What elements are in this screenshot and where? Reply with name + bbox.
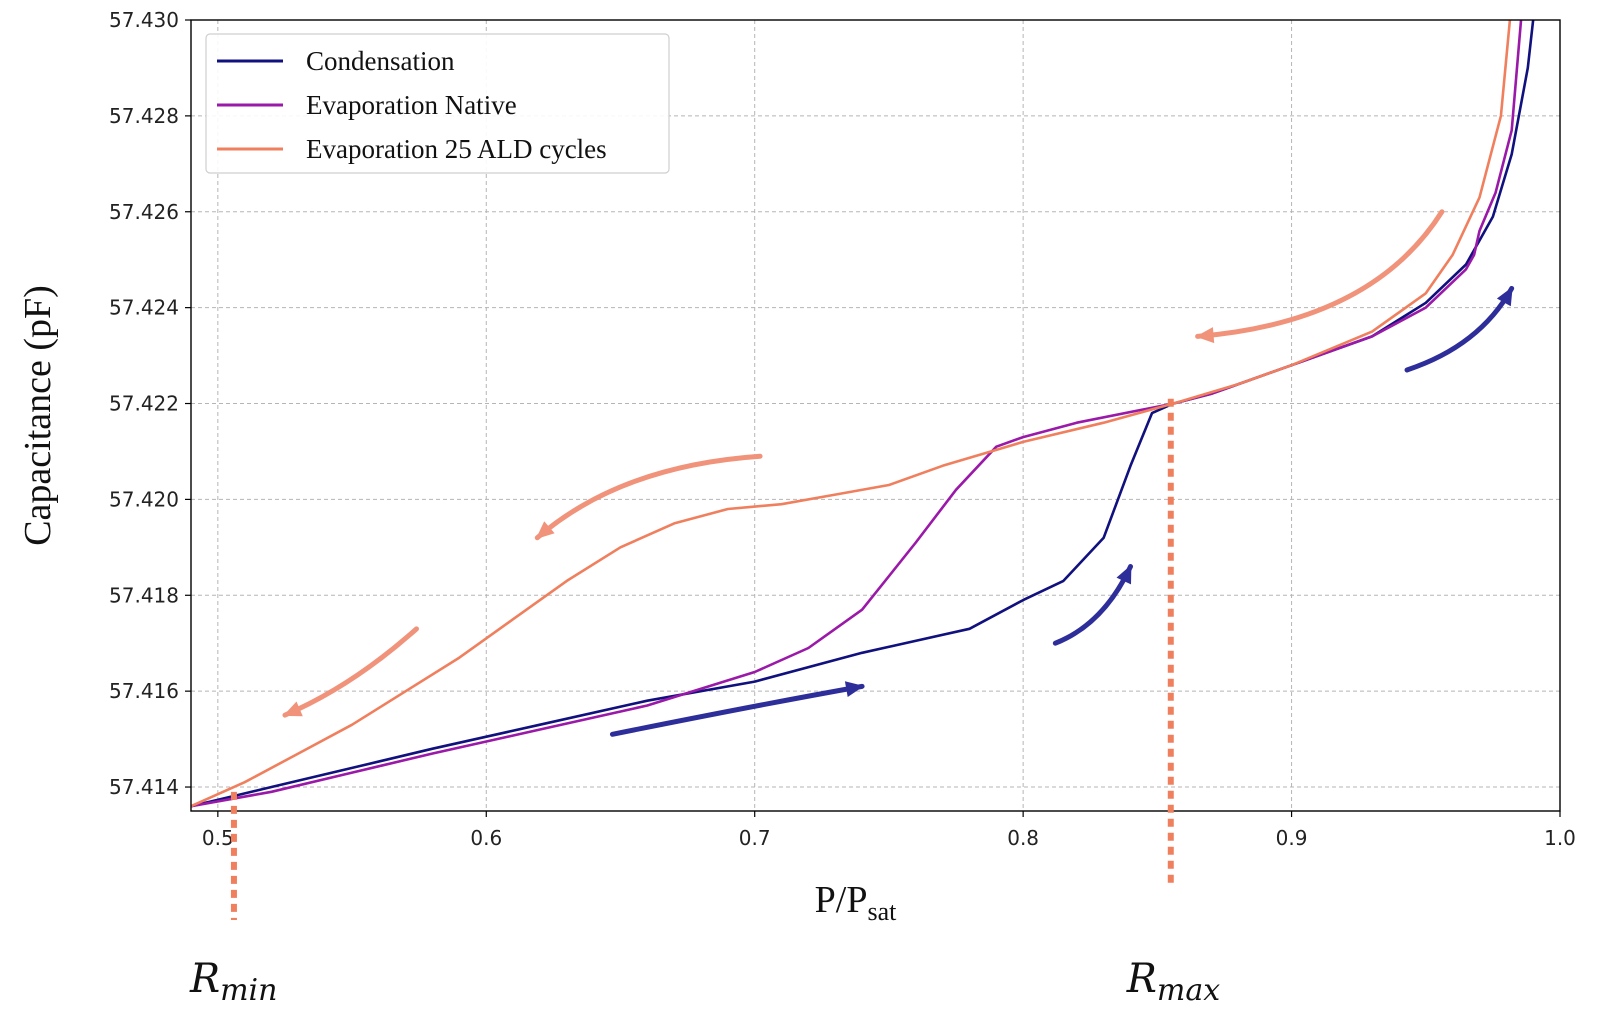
- y-tick-label: 57.416: [109, 679, 179, 703]
- legend-box: [205, 33, 670, 174]
- x-tick-label: 0.8: [1007, 826, 1039, 850]
- direction-arrow-head: [1195, 327, 1215, 344]
- legend-label: Evaporation Native: [306, 90, 517, 120]
- x-tick-label: 0.9: [1276, 826, 1308, 850]
- y-tick-label: 57.414: [109, 775, 179, 799]
- series-group: [191, 20, 1535, 808]
- x-tick-label: 0.5: [202, 826, 234, 850]
- x-axis-title-subscript: sat: [867, 897, 897, 926]
- x-tick-label: 0.7: [739, 826, 771, 850]
- y-axis-title: Capacitance (pF): [17, 285, 59, 546]
- x-tick-label: 1.0: [1544, 826, 1576, 850]
- plot-frame: [190, 19, 1561, 812]
- direction-arrow-shaft: [609, 683, 865, 737]
- series-line-condensation: [191, 20, 1535, 808]
- direction-arrow-head: [1116, 564, 1132, 585]
- series-line-evaporation-native: [191, 20, 1523, 808]
- marker-label-r-max: Rmax: [1126, 956, 1220, 1008]
- marker-label-subscript: max: [1157, 973, 1220, 1008]
- y-tick-label: 57.418: [109, 583, 179, 607]
- direction-arrow-head: [1496, 286, 1513, 307]
- direction-arrow-head: [844, 681, 864, 697]
- y-tick-label: 57.430: [109, 8, 179, 32]
- y-tick-label: 57.426: [109, 200, 179, 224]
- series-line-evaporation-25-ald-cycles: [191, 20, 1512, 808]
- direction-arrow-head: [283, 701, 303, 717]
- legend-label: Condensation: [306, 46, 455, 76]
- y-tick-label: 57.422: [109, 392, 179, 416]
- x-tick-label: 0.6: [470, 826, 502, 850]
- direction-arrow-shaft: [1404, 285, 1515, 373]
- legend: Condensation Evaporation Native Evaporatio…: [205, 33, 670, 174]
- legend-label: Evaporation 25 ALD cycles: [306, 134, 607, 164]
- direction-arrow-shaft: [1195, 209, 1445, 339]
- x-axis-title: P/Psat: [815, 879, 897, 926]
- direction-arrow-shaft: [282, 626, 419, 718]
- marker-label-subscript: min: [220, 973, 277, 1008]
- direction-arrow-shaft: [534, 453, 763, 541]
- direction-arrows: [282, 209, 1515, 737]
- direction-arrow-head: [535, 521, 555, 540]
- y-tick-label: 57.428: [109, 104, 179, 128]
- marker-label-r-min: Rmin: [189, 956, 278, 1008]
- y-tick-label: 57.424: [109, 296, 179, 320]
- y-tick-label: 57.420: [109, 487, 179, 511]
